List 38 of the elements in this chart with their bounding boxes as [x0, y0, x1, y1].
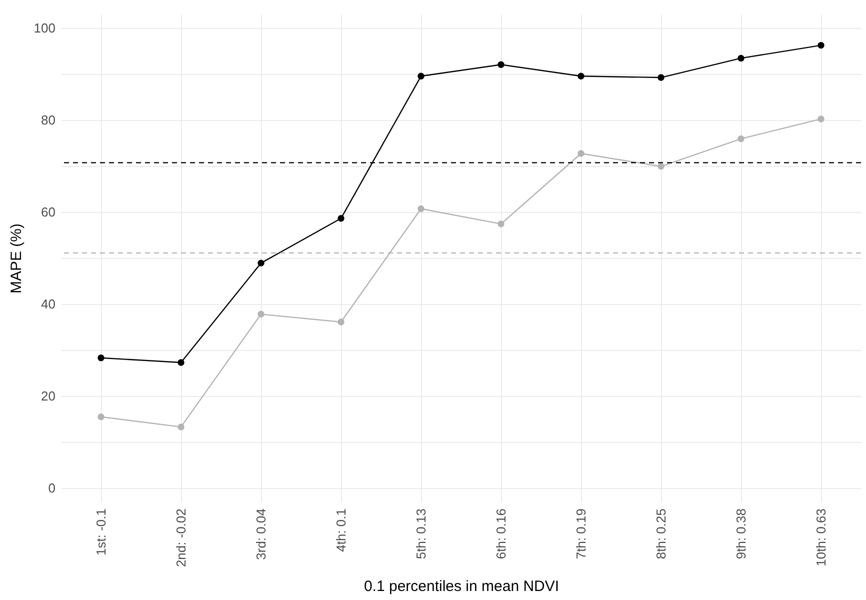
x-tick-label: 7th: 0.19: [574, 508, 588, 560]
point: [98, 413, 104, 420]
x-tick-label: 5th: 0.13: [414, 508, 428, 560]
y-tick-label: 80: [41, 112, 56, 128]
point: [658, 74, 664, 81]
point: [178, 424, 184, 430]
point: [258, 260, 264, 266]
point: [418, 205, 424, 212]
y-tick-label: 60: [41, 204, 56, 220]
y-axis-title: MAPE (%): [8, 223, 25, 294]
x-tick-label: 1st: -0.1: [94, 508, 108, 556]
point: [338, 215, 344, 222]
x-tick-label: 10th: 0.63: [814, 508, 828, 566]
point: [178, 359, 184, 366]
point: [658, 163, 664, 170]
point: [98, 354, 104, 362]
point: [498, 61, 504, 68]
point: [498, 220, 504, 228]
point: [258, 310, 264, 318]
point: [738, 54, 744, 62]
point: [578, 150, 584, 157]
y-tick-label: 100: [34, 20, 56, 36]
x-tick-label: 6th: 0.16: [494, 508, 508, 560]
y-tick-label: 0: [48, 480, 56, 496]
point: [338, 318, 344, 326]
x-tick-label: 9th: 0.38: [734, 508, 748, 560]
point: [818, 42, 824, 49]
x-tick-label: 8th: 0.25: [654, 508, 668, 560]
x-tick-label: 4th: 0.1: [334, 508, 348, 552]
point: [578, 72, 584, 80]
y-tick-label: 40: [41, 296, 56, 312]
point: [738, 135, 744, 142]
y-tick-label: 20: [41, 388, 56, 404]
x-tick-label: 2nd: -0.02: [174, 508, 188, 568]
x-axis-title: 0.1 percentiles in mean NDVI: [364, 578, 560, 596]
point: [418, 72, 424, 80]
x-tick-label: 3rd: 0.04: [254, 508, 268, 560]
point: [818, 116, 824, 122]
